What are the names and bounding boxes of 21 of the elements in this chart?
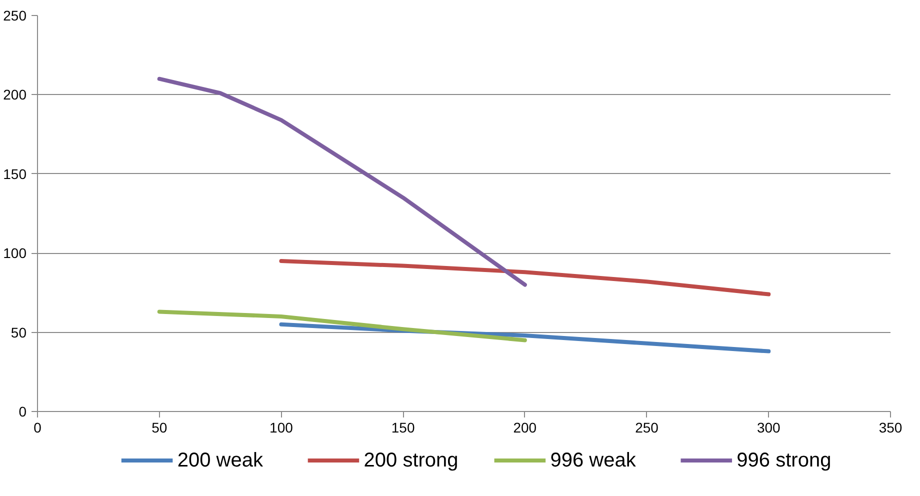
line-series bbox=[157, 76, 527, 287]
x-tick-label: 200 bbox=[513, 420, 537, 436]
x-tick-label: 100 bbox=[270, 420, 294, 436]
y-tick-label: 50 bbox=[10, 324, 27, 340]
legend-label: 200 weak bbox=[177, 450, 264, 472]
legend-label: 996 weak bbox=[550, 450, 637, 472]
y-tick-label: 200 bbox=[3, 86, 27, 103]
line-series bbox=[279, 259, 771, 296]
y-tick-label: 250 bbox=[3, 8, 27, 24]
x-tick-label: 300 bbox=[756, 420, 781, 436]
x-tick-label: 150 bbox=[391, 420, 415, 436]
line-series bbox=[157, 310, 527, 342]
y-tick-label: 100 bbox=[3, 245, 27, 262]
legend-label: 996 strong bbox=[736, 450, 832, 472]
y-tick-label: 150 bbox=[3, 166, 27, 182]
x-tick-label: 250 bbox=[635, 420, 659, 436]
x-tick-label: 0 bbox=[34, 420, 42, 436]
y-tick-label: 0 bbox=[18, 404, 27, 420]
legend-label: 200 strong bbox=[364, 450, 458, 472]
x-tick-label: 50 bbox=[152, 420, 168, 436]
x-tick-label: 350 bbox=[878, 420, 902, 436]
